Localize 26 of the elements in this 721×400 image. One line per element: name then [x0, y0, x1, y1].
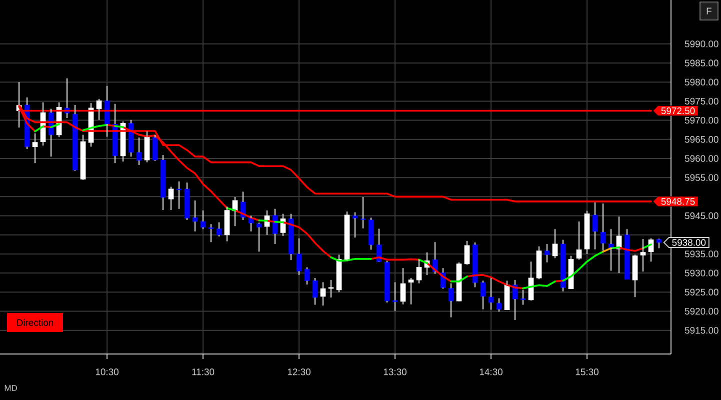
- y-tick-label: 5975.00: [684, 98, 718, 105]
- x-tick-label: 15:30: [576, 368, 598, 376]
- y-tick-label: 5930.00: [684, 270, 718, 276]
- annotation: Direction: [17, 319, 54, 326]
- y-tick-label: 5960.00: [684, 155, 718, 162]
- y-tick-label: 5920.00: [684, 308, 718, 315]
- text: 5938.00: [672, 239, 706, 246]
- x-tick-label: 10:30: [96, 368, 119, 376]
- y-tick-label: 5915.00: [684, 326, 718, 334]
- y-tick-label: 5965.00: [684, 136, 718, 143]
- x-tick-label: 11:30: [192, 368, 214, 376]
- y-tick-label: 5985.00: [684, 60, 718, 66]
- x-tick-label: 13:30: [384, 368, 406, 376]
- text: MD: [4, 385, 17, 391]
- x-tick-label: 12:30: [288, 368, 310, 376]
- y-tick-label: 5955.00: [684, 174, 718, 181]
- x-tick-label: 14:30: [480, 368, 502, 376]
- data-label: 5972.50: [661, 107, 695, 114]
- y-tick-label: 5935.00: [684, 250, 718, 258]
- y-tick-label: 5970.00: [684, 116, 718, 124]
- y-tick-label: 5990.00: [684, 40, 718, 48]
- y-tick-label: 5925.00: [684, 288, 718, 296]
- y-tick-label: 5945.00: [684, 212, 718, 220]
- y-tick-label: 5980.00: [684, 78, 718, 86]
- data-label: 5948.75: [661, 198, 695, 205]
- text: F: [706, 8, 712, 14]
